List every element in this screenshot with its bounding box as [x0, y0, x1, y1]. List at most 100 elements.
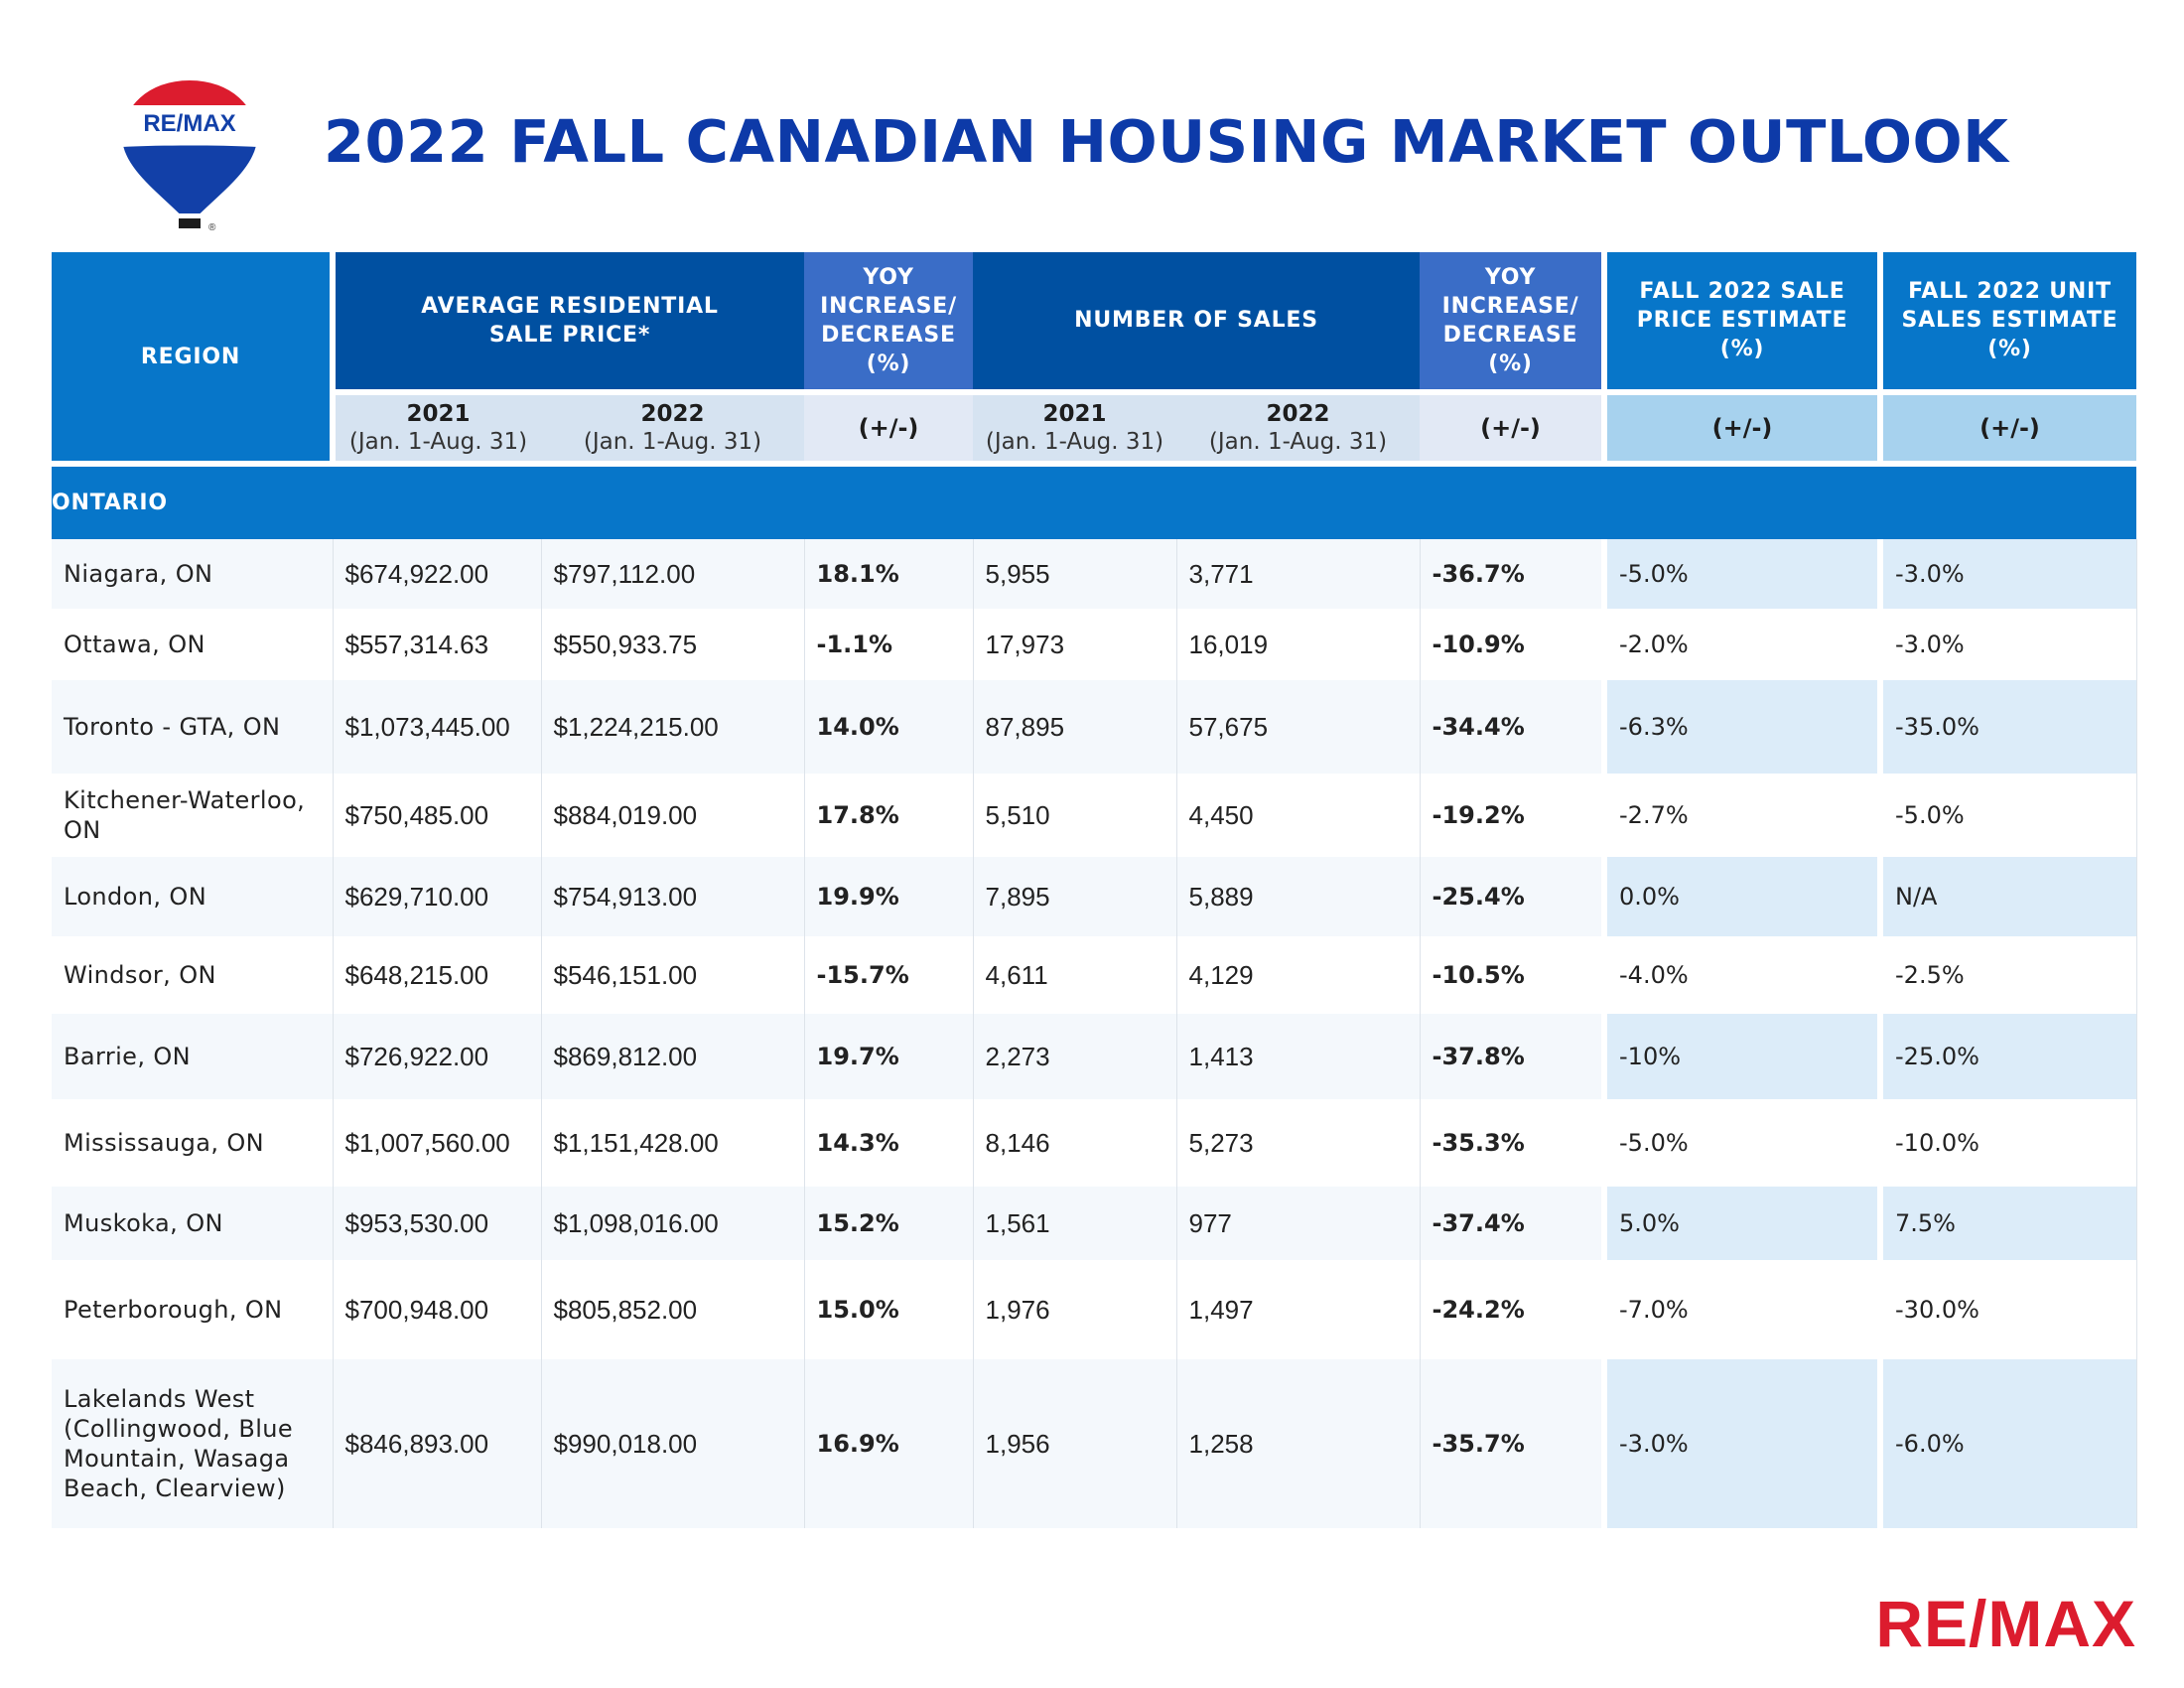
cell-fall-price-estimate: -5.0%: [1601, 539, 1881, 609]
cell-region: Barrie, ON: [52, 1014, 334, 1099]
header-price-yoy: YOY INCREASE/ DECREASE (%): [804, 252, 974, 395]
housing-market-table: REGION AVERAGE RESIDENTIAL SALE PRICE* Y…: [52, 252, 2137, 1528]
cell-sales-2021: 5,510: [973, 774, 1177, 857]
cell-region: Peterborough, ON: [52, 1260, 334, 1359]
cell-region: Ottawa, ON: [52, 609, 334, 680]
cell-price-yoy: 14.0%: [804, 680, 974, 774]
cell-fall-unit-estimate: -3.0%: [1877, 609, 2137, 680]
cell-sales-yoy: -36.7%: [1420, 539, 1605, 609]
subheader-sales-2021: 2021 (Jan. 1-Aug. 31): [973, 391, 1177, 464]
cell-sales-yoy: -37.8%: [1420, 1014, 1605, 1099]
cell-price-2022: $754,913.00: [541, 857, 805, 936]
cell-fall-unit-estimate: -35.0%: [1877, 680, 2137, 774]
cell-sales-2022: 1,413: [1176, 1014, 1421, 1099]
table-row: Niagara, ON $674,922.00 $797,112.00 18.1% 5,…: [52, 539, 2137, 609]
cell-price-yoy: -1.1%: [804, 609, 974, 680]
table-row: Toronto - GTA, ON $1,073,445.00 $1,224,215…: [52, 680, 2137, 774]
cell-sales-yoy: -37.4%: [1420, 1187, 1605, 1260]
cell-price-2021: $1,073,445.00: [333, 680, 542, 774]
balloon-logo-text: RE/MAX: [143, 110, 235, 137]
remax-wordmark-logo: RE/MAX: [1875, 1587, 2136, 1652]
subheader-price-2021-year: 2021: [406, 400, 471, 427]
cell-region: Niagara, ON: [52, 539, 334, 609]
table-row: London, ON $629,710.00 $754,913.00 19.9% 7,8…: [52, 857, 2137, 936]
subheader-price-2022-range: (Jan. 1-Aug. 31): [583, 428, 762, 455]
cell-sales-2022: 57,675: [1176, 680, 1421, 774]
remax-wordmark-text: RE/MAX: [1875, 1587, 2136, 1652]
header-price-yoy-label: YOY INCREASE/ DECREASE (%): [820, 264, 957, 376]
cell-fall-price-estimate: -6.3%: [1601, 680, 1881, 774]
subheader-sales-2022-year: 2022: [1266, 400, 1330, 427]
cell-price-2022: $1,098,016.00: [541, 1187, 805, 1260]
balloon-registered-mark: ®: [208, 222, 216, 233]
section-ontario: ONTARIO: [52, 461, 2137, 539]
subheader-fall-units: (+/-): [1877, 391, 2137, 464]
cell-price-2021: $1,007,560.00: [333, 1099, 542, 1187]
cell-fall-price-estimate: -7.0%: [1601, 1260, 1881, 1359]
cell-sales-yoy: -35.7%: [1420, 1359, 1605, 1528]
cell-price-yoy: 17.8%: [804, 774, 974, 857]
cell-region: London, ON: [52, 857, 334, 936]
header-fall-unit-estimate: FALL 2022 UNIT SALES ESTIMATE (%): [1877, 252, 2137, 395]
cell-fall-unit-estimate: -2.5%: [1877, 936, 2137, 1014]
header-number-of-sales-label: NUMBER OF SALES: [1074, 308, 1318, 334]
cell-price-yoy: 15.2%: [804, 1187, 974, 1260]
header-average-price-label: AVERAGE RESIDENTIAL SALE PRICE*: [421, 293, 719, 348]
subheader-fall-price: (+/-): [1601, 391, 1881, 464]
cell-sales-2022: 977: [1176, 1187, 1421, 1260]
cell-sales-yoy: -24.2%: [1420, 1260, 1605, 1359]
subheader-price-2022-year: 2022: [640, 400, 705, 427]
cell-fall-price-estimate: -5.0%: [1601, 1099, 1881, 1187]
header-sales-yoy: YOY INCREASE/ DECREASE (%): [1420, 252, 1605, 395]
cell-sales-2022: 4,129: [1176, 936, 1421, 1014]
cell-sales-2021: 7,895: [973, 857, 1177, 936]
cell-price-2021: $750,485.00: [333, 774, 542, 857]
cell-fall-price-estimate: -3.0%: [1601, 1359, 1881, 1528]
cell-fall-price-estimate: 0.0%: [1601, 857, 1881, 936]
cell-price-2021: $557,314.63: [333, 609, 542, 680]
cell-price-yoy: 19.7%: [804, 1014, 974, 1099]
cell-sales-yoy: -10.9%: [1420, 609, 1605, 680]
cell-sales-yoy: -10.5%: [1420, 936, 1605, 1014]
cell-fall-unit-estimate: -3.0%: [1877, 539, 2137, 609]
cell-price-yoy: 15.0%: [804, 1260, 974, 1359]
cell-price-2022: $797,112.00: [541, 539, 805, 609]
cell-sales-2021: 4,611: [973, 936, 1177, 1014]
page-title: 2022 FALL CANADIAN HOUSING MARKET OUTLOO…: [324, 107, 2009, 176]
cell-fall-unit-estimate: -5.0%: [1877, 774, 2137, 857]
subheader-price-yoy: (+/-): [804, 391, 974, 464]
cell-fall-unit-estimate: -30.0%: [1877, 1260, 2137, 1359]
header-sales-yoy-label: YOY INCREASE/ DECREASE (%): [1441, 264, 1579, 376]
table-row: Peterborough, ON $700,948.00 $805,852.00 15…: [52, 1260, 2137, 1359]
cell-sales-2022: 3,771: [1176, 539, 1421, 609]
table-row: Muskoka, ON $953,530.00 $1,098,016.00 15.2%…: [52, 1187, 2137, 1260]
cell-region: Lakelands West (Collingwood, Blue Mounta…: [52, 1359, 334, 1528]
cell-price-2021: $726,922.00: [333, 1014, 542, 1099]
subheader-sales-2022-range: (Jan. 1-Aug. 31): [1208, 428, 1388, 455]
cell-price-2021: $629,710.00: [333, 857, 542, 936]
header-average-price: AVERAGE RESIDENTIAL SALE PRICE*: [333, 252, 805, 395]
cell-region: Mississauga, ON: [52, 1099, 334, 1187]
cell-sales-2021: 1,561: [973, 1187, 1177, 1260]
cell-price-2022: $869,812.00: [541, 1014, 805, 1099]
subheader-price-2022: 2022 (Jan. 1-Aug. 31): [541, 391, 805, 464]
cell-price-2022: $990,018.00: [541, 1359, 805, 1528]
subheader-price-2021: 2021 (Jan. 1-Aug. 31): [333, 391, 541, 464]
cell-sales-yoy: -25.4%: [1420, 857, 1605, 936]
cell-sales-yoy: -35.3%: [1420, 1099, 1605, 1187]
table-row: Barrie, ON $726,922.00 $869,812.00 19.7% 2,2…: [52, 1014, 2137, 1099]
cell-region: Muskoka, ON: [52, 1187, 334, 1260]
cell-fall-price-estimate: -10%: [1601, 1014, 1881, 1099]
cell-sales-2022: 16,019: [1176, 609, 1421, 680]
cell-region: Toronto - GTA, ON: [52, 680, 334, 774]
subheader-sales-2022: 2022 (Jan. 1-Aug. 31): [1176, 391, 1421, 464]
cell-price-yoy: 14.3%: [804, 1099, 974, 1187]
cell-sales-2021: 87,895: [973, 680, 1177, 774]
cell-price-yoy: 19.9%: [804, 857, 974, 936]
subheader-sales-2021-year: 2021: [1042, 400, 1107, 427]
cell-price-2022: $805,852.00: [541, 1260, 805, 1359]
cell-price-yoy: 18.1%: [804, 539, 974, 609]
cell-sales-2021: 2,273: [973, 1014, 1177, 1099]
cell-price-2021: $700,948.00: [333, 1260, 542, 1359]
cell-fall-unit-estimate: N/A: [1877, 857, 2137, 936]
